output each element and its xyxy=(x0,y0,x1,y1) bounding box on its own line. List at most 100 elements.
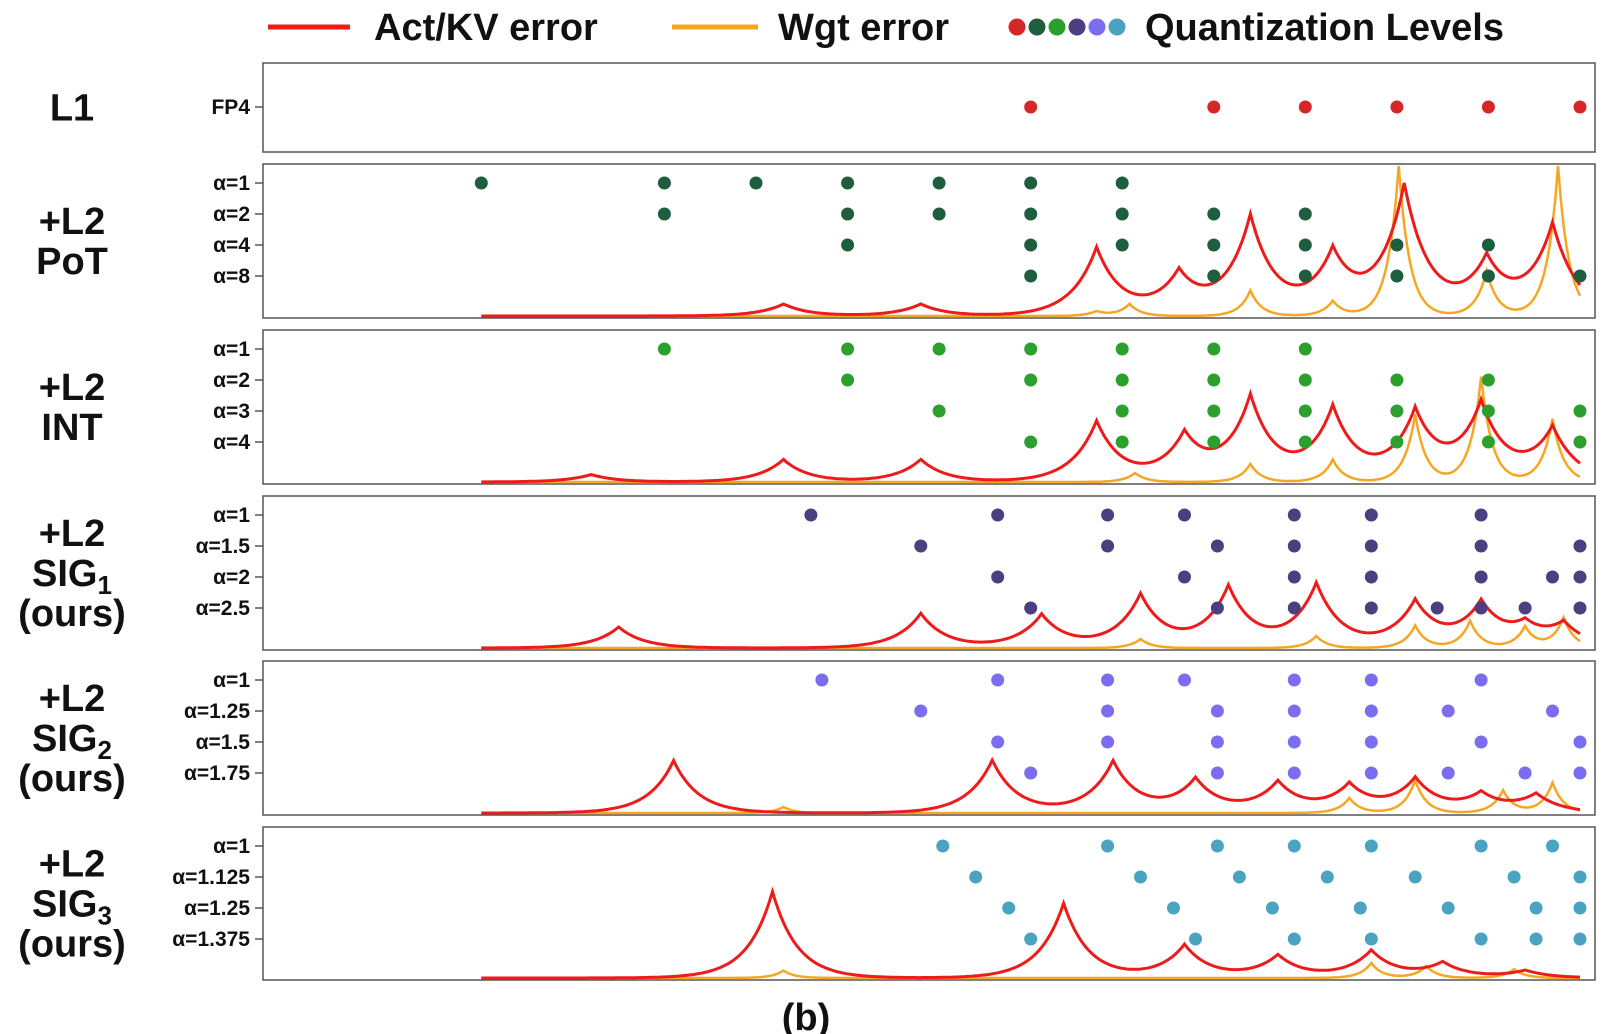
quantization-level-dot xyxy=(914,539,928,553)
legend-act-label: Act/KV error xyxy=(374,7,598,49)
quantization-level-dot xyxy=(1390,269,1404,283)
legend-dot xyxy=(1028,18,1046,36)
panel-label-line: +L2 xyxy=(39,367,106,409)
quantization-level-dot xyxy=(1364,601,1378,615)
quantization-level-dot xyxy=(1546,839,1559,853)
quantization-level-dot xyxy=(1115,373,1129,387)
quantization-level-dot xyxy=(1024,373,1038,387)
quantization-level-dot xyxy=(1364,570,1378,584)
quantization-level-dot xyxy=(1287,601,1301,615)
panel-label-line: +L2 xyxy=(39,678,106,720)
legend-dot xyxy=(1008,18,1026,36)
quantization-level-dot xyxy=(1298,404,1312,418)
legend-dot xyxy=(1088,18,1106,36)
panel-label-line: (ours) xyxy=(18,758,126,800)
quantization-level-dot xyxy=(474,176,488,190)
quantization-level-dot xyxy=(1024,435,1038,449)
quantization-level-dot xyxy=(1101,508,1115,522)
quantization-level-dot xyxy=(1573,766,1587,780)
quantization-level-dot xyxy=(1101,704,1115,718)
quantization-level-dot xyxy=(991,735,1005,749)
legend-levels-label: Quantization Levels xyxy=(1145,7,1504,49)
panel-label-line: SIG3 xyxy=(32,884,112,931)
wgt-error-curve xyxy=(481,776,1581,815)
quantization-level-dot xyxy=(1207,435,1221,449)
act-kv-error-curve xyxy=(481,756,1581,815)
figure-caption: (b) xyxy=(782,997,831,1034)
quantization-level-dot xyxy=(1210,601,1224,615)
panel-label-line: PoT xyxy=(36,241,108,283)
act-kv-error-curve xyxy=(481,886,1581,980)
quantization-level-dot xyxy=(1024,207,1038,221)
quantization-level-dot xyxy=(1573,404,1587,418)
act-kv-error-curve xyxy=(481,578,1581,650)
quantization-level-dot xyxy=(1207,238,1221,252)
quantization-level-dot xyxy=(1573,570,1587,584)
quantization-level-dot xyxy=(991,570,1005,584)
quantization-level-dot xyxy=(1002,901,1016,915)
level-label: α=4 xyxy=(213,234,250,257)
wgt-error-curve xyxy=(481,614,1581,650)
quantization-level-dot xyxy=(1024,601,1038,615)
panel-frame xyxy=(262,329,1596,485)
quantization-level-dot xyxy=(1390,373,1404,387)
quantization-level-dot xyxy=(1298,373,1312,387)
quantization-level-dot xyxy=(1573,539,1587,553)
legend-dot-group xyxy=(1008,18,1126,36)
quantization-level-dot xyxy=(1320,870,1334,884)
quantization-level-dot xyxy=(1115,238,1129,252)
quantization-level-dot xyxy=(1287,570,1301,584)
quantization-level-dot xyxy=(1210,766,1224,780)
quantization-level-dot xyxy=(1573,435,1587,449)
quantization-level-dot xyxy=(1518,766,1532,780)
quantization-level-dot xyxy=(932,342,946,356)
level-label: α=1 xyxy=(213,338,250,361)
quantization-level-dot xyxy=(991,673,1005,687)
panel-frame xyxy=(262,495,1596,651)
quantization-level-dot xyxy=(1390,100,1404,114)
quantization-level-dot xyxy=(1287,539,1301,553)
quantization-level-dot xyxy=(1481,435,1495,449)
quantization-level-dot xyxy=(1287,932,1301,946)
quantization-level-dot xyxy=(1364,508,1378,522)
panel-label-line: +L2 xyxy=(39,513,106,555)
quantization-level-dot xyxy=(1441,704,1455,718)
quantization-level-dot xyxy=(1529,932,1543,946)
quantization-level-dot xyxy=(1024,176,1038,190)
level-label: FP4 xyxy=(211,96,250,119)
quantization-level-dot xyxy=(1115,404,1129,418)
quantization-level-dot xyxy=(1573,735,1587,749)
panel-label-line: (ours) xyxy=(18,593,126,635)
quantization-level-dot xyxy=(1474,508,1488,522)
level-label: α=2 xyxy=(213,566,250,589)
level-label: α=1 xyxy=(213,835,250,858)
quantization-level-dot xyxy=(1474,932,1488,946)
level-label: α=1.5 xyxy=(196,731,251,754)
quantization-level-dot xyxy=(1207,100,1221,114)
quantization-level-dot xyxy=(1024,269,1038,283)
quantization-level-dot xyxy=(1573,601,1587,615)
quantization-level-dot xyxy=(1287,766,1301,780)
quantization-level-dot xyxy=(1178,570,1191,584)
quantization-level-dot xyxy=(969,870,983,884)
level-label: α=1.125 xyxy=(172,866,250,889)
quantization-level-dot xyxy=(1287,839,1301,853)
quantization-level-dot xyxy=(1430,601,1444,615)
quantization-level-dot xyxy=(804,508,818,522)
quantization-level-dot xyxy=(1474,570,1488,584)
quantization-level-dot xyxy=(1481,269,1495,283)
quantization-level-dot xyxy=(1134,870,1147,884)
quantization-level-dot xyxy=(1390,404,1404,418)
quantization-level-dot xyxy=(1178,673,1191,687)
quantization-level-dot xyxy=(1115,176,1129,190)
level-label: α=1 xyxy=(213,172,250,195)
quantization-level-dot xyxy=(936,839,950,853)
panel-frame xyxy=(262,826,1596,981)
quantization-level-dot xyxy=(1287,673,1301,687)
quantization-level-dot xyxy=(1364,839,1378,853)
quantization-level-dot xyxy=(1210,735,1224,749)
